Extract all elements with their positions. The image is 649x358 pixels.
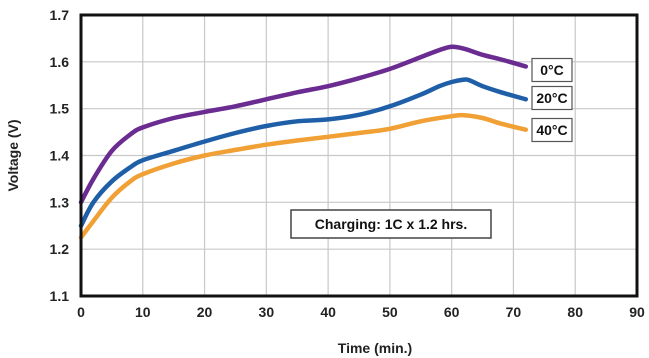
x-axis-title: Time (min.) bbox=[338, 340, 412, 356]
x-tick-label: 80 bbox=[567, 304, 583, 320]
plot-border bbox=[79, 13, 639, 298]
x-tick-label: 20 bbox=[197, 304, 213, 320]
y-tick-label: 1.6 bbox=[50, 54, 70, 70]
x-tick-label: 0 bbox=[77, 304, 85, 320]
x-tick-label: 40 bbox=[320, 304, 336, 320]
x-tick-label: 50 bbox=[382, 304, 398, 320]
y-tick-label: 1.3 bbox=[50, 194, 70, 210]
annotation-text: Charging: 1C x 1.2 hrs. bbox=[315, 216, 467, 232]
y-tick-label: 1.2 bbox=[50, 241, 70, 257]
legend-box bbox=[531, 117, 573, 143]
y-axis-title: Voltage (V) bbox=[5, 119, 21, 191]
y-tick-label: 1.7 bbox=[50, 7, 70, 23]
y-tick-label: 1.1 bbox=[50, 288, 70, 304]
y-tick-label: 1.5 bbox=[50, 101, 70, 117]
legend-box bbox=[531, 57, 573, 83]
annotation: Charging: 1C x 1.2 hrs. bbox=[290, 209, 492, 239]
legend: 0°C 20°C 40°C bbox=[531, 57, 573, 143]
legend-label: 0°C bbox=[540, 62, 564, 78]
x-tick-label: 70 bbox=[506, 304, 522, 320]
legend-label: 20°C bbox=[536, 90, 567, 106]
series-line bbox=[78, 112, 529, 240]
legend-label: 40°C bbox=[536, 122, 567, 138]
series-line bbox=[78, 77, 529, 229]
annotation-box bbox=[290, 209, 492, 239]
x-tick-label: 60 bbox=[444, 304, 460, 320]
series-line bbox=[78, 44, 529, 205]
x-tick-label: 90 bbox=[629, 304, 645, 320]
y-tick-label: 1.4 bbox=[50, 148, 70, 164]
x-tick-label: 10 bbox=[135, 304, 151, 320]
tick-labels: 0 10 20 30 40 50 60 70 80 90 1.1 1.2 1.3 1.4 1.5 1.6 1.7 bbox=[50, 7, 645, 320]
series-layer bbox=[78, 44, 529, 240]
legend-box bbox=[531, 85, 573, 111]
x-tick-label: 30 bbox=[259, 304, 275, 320]
